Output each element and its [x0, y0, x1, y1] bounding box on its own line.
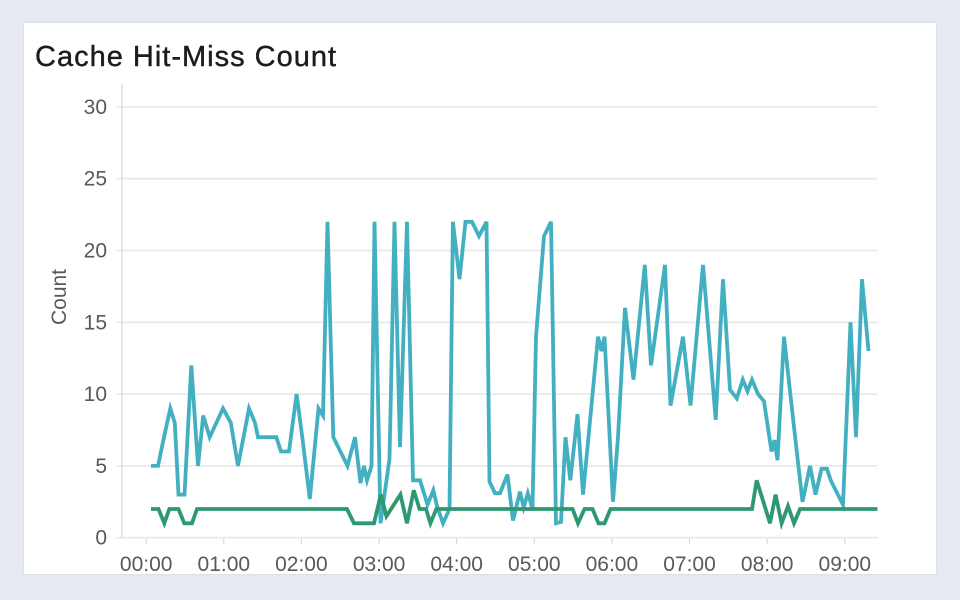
- svg-text:09:00: 09:00: [819, 553, 872, 576]
- svg-text:0: 0: [95, 527, 107, 550]
- svg-text:00:00: 00:00: [120, 553, 173, 576]
- svg-text:10: 10: [84, 383, 107, 406]
- svg-text:08:00: 08:00: [741, 553, 794, 576]
- svg-text:Count: Count: [48, 269, 71, 325]
- svg-text:02:00: 02:00: [275, 553, 328, 576]
- svg-text:5: 5: [95, 455, 107, 478]
- svg-text:01:00: 01:00: [198, 553, 251, 576]
- svg-text:07:00: 07:00: [663, 553, 716, 576]
- svg-text:30: 30: [84, 96, 107, 119]
- svg-text:15: 15: [84, 311, 107, 334]
- svg-text:05:00: 05:00: [508, 553, 561, 576]
- svg-text:06:00: 06:00: [586, 553, 639, 576]
- svg-text:03:00: 03:00: [353, 553, 406, 576]
- svg-text:25: 25: [84, 168, 107, 191]
- svg-text:04:00: 04:00: [430, 553, 483, 576]
- svg-text:20: 20: [84, 240, 107, 263]
